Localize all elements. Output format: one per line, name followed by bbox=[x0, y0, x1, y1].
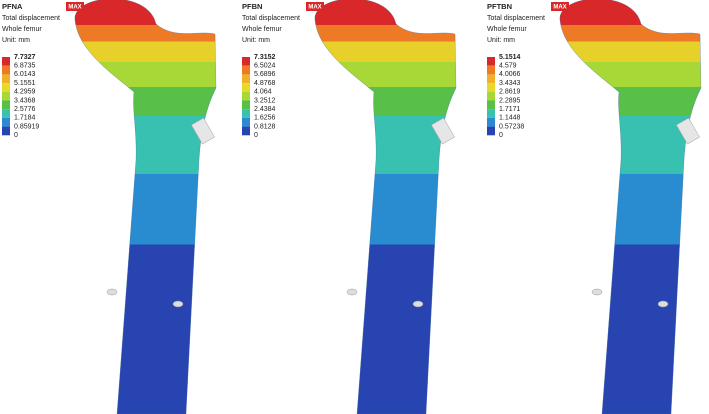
result-type: Total displacement bbox=[487, 15, 545, 22]
legend-value: 1.1448 bbox=[499, 115, 521, 122]
legend-swatch bbox=[487, 117, 495, 127]
legend-value: 4.064 bbox=[254, 89, 272, 96]
max-tag-bg bbox=[306, 2, 324, 11]
legend-swatch bbox=[2, 83, 10, 92]
legend-swatch bbox=[2, 109, 10, 118]
legend-swatch bbox=[2, 100, 10, 110]
femur-model: MAX bbox=[551, 0, 702, 414]
region: Whole femur bbox=[242, 26, 282, 33]
legend-value: 0 bbox=[14, 132, 18, 139]
panel-title: PFTBN bbox=[487, 2, 512, 11]
implant-blade bbox=[676, 117, 700, 145]
legend-swatch bbox=[2, 74, 10, 84]
legend-panel: PFBN Total displacement Whole femur Unit: m… bbox=[242, 2, 300, 139]
legend-value: 1.7184 bbox=[14, 115, 36, 122]
legend-value: 0.57238 bbox=[499, 123, 524, 130]
legend-swatch bbox=[242, 74, 250, 84]
legend-swatch bbox=[487, 126, 495, 136]
legend-swatch bbox=[242, 57, 250, 66]
legend-value: 0.85919 bbox=[14, 123, 39, 130]
legend-value: 4.579 bbox=[499, 63, 517, 70]
legend-value: 1.7171 bbox=[499, 106, 521, 113]
region: Whole femur bbox=[2, 26, 42, 33]
legend-value: 0 bbox=[499, 132, 503, 139]
legend-swatch bbox=[242, 100, 250, 110]
unit: Unit: mm bbox=[242, 37, 270, 44]
legend-value: 7.7327 bbox=[14, 54, 36, 61]
legend-swatch bbox=[487, 109, 495, 118]
implant-screw-tip bbox=[412, 300, 424, 308]
legend-value: 5.1514 bbox=[499, 54, 521, 61]
legend-value: 2.8619 bbox=[499, 89, 521, 96]
max-tag: MAX bbox=[308, 5, 321, 11]
legend-value: 6.0143 bbox=[14, 71, 36, 78]
legend-value: 2.4384 bbox=[254, 106, 276, 113]
legend-value: 5.6896 bbox=[254, 71, 276, 78]
panel-title: PFNA bbox=[2, 2, 23, 11]
legend-swatch bbox=[487, 65, 495, 75]
legend-swatch bbox=[2, 117, 10, 127]
femur-surface bbox=[314, 0, 457, 414]
implant-screw-tip bbox=[172, 300, 184, 308]
legend-swatch bbox=[242, 83, 250, 92]
unit: Unit: mm bbox=[2, 37, 30, 44]
max-tag: MAX bbox=[68, 5, 81, 11]
legend-value: 2.2895 bbox=[499, 97, 521, 104]
legend-swatch bbox=[487, 74, 495, 84]
legend-swatch bbox=[242, 126, 250, 136]
legend-swatch bbox=[2, 91, 10, 101]
legend-swatch bbox=[242, 91, 250, 101]
femur-surface bbox=[559, 0, 702, 414]
legend-value: 4.0066 bbox=[499, 71, 521, 78]
legend-value: 4.2959 bbox=[14, 89, 36, 96]
legend-swatch bbox=[487, 100, 495, 110]
implant-screw-tip bbox=[346, 288, 358, 296]
legend-value: 5.1551 bbox=[14, 80, 36, 87]
max-tag: MAX bbox=[553, 5, 566, 11]
legend-value: 6.5024 bbox=[254, 63, 276, 70]
legend-swatch bbox=[2, 57, 10, 66]
implant-screw-tip bbox=[106, 288, 118, 296]
legend-swatch bbox=[487, 83, 495, 92]
legend-value: 7.3152 bbox=[254, 54, 276, 61]
legend-value: 3.2512 bbox=[254, 97, 276, 104]
femur-model: MAX bbox=[306, 0, 457, 414]
unit: Unit: mm bbox=[487, 37, 515, 44]
implant-blade bbox=[431, 117, 455, 145]
result-type: Total displacement bbox=[2, 15, 60, 22]
legend-swatch bbox=[2, 126, 10, 136]
legend-panel: PFTBN Total displacement Whole femur Unit: … bbox=[487, 2, 545, 139]
femur-model: MAX bbox=[66, 0, 217, 414]
legend-value: 3.4343 bbox=[499, 80, 521, 87]
max-tag-bg bbox=[66, 2, 84, 11]
legend-swatch bbox=[2, 65, 10, 75]
legend-value: 1.6256 bbox=[254, 115, 276, 122]
legend-swatch bbox=[242, 65, 250, 75]
femur-surface bbox=[74, 0, 217, 414]
legend-swatch bbox=[487, 57, 495, 66]
legend-value: 6.8735 bbox=[14, 63, 36, 70]
legend-panel: PFNA Total displacement Whole femur Unit: m… bbox=[2, 2, 60, 139]
legend-swatch bbox=[242, 109, 250, 118]
implant-screw-tip bbox=[657, 300, 669, 308]
legend-value: 4.8768 bbox=[254, 80, 276, 87]
max-tag-bg bbox=[551, 2, 569, 11]
region: Whole femur bbox=[487, 26, 527, 33]
legend-value: 2.5776 bbox=[14, 106, 36, 113]
result-type: Total displacement bbox=[242, 15, 300, 22]
legend-swatch bbox=[487, 91, 495, 101]
legend-swatch bbox=[242, 117, 250, 127]
implant-screw-tip bbox=[591, 288, 603, 296]
legend-value: 0.8128 bbox=[254, 123, 276, 130]
legend-value: 0 bbox=[254, 132, 258, 139]
panel-title: PFBN bbox=[242, 2, 262, 11]
implant-blade bbox=[191, 117, 215, 145]
legend-value: 3.4368 bbox=[14, 97, 36, 104]
